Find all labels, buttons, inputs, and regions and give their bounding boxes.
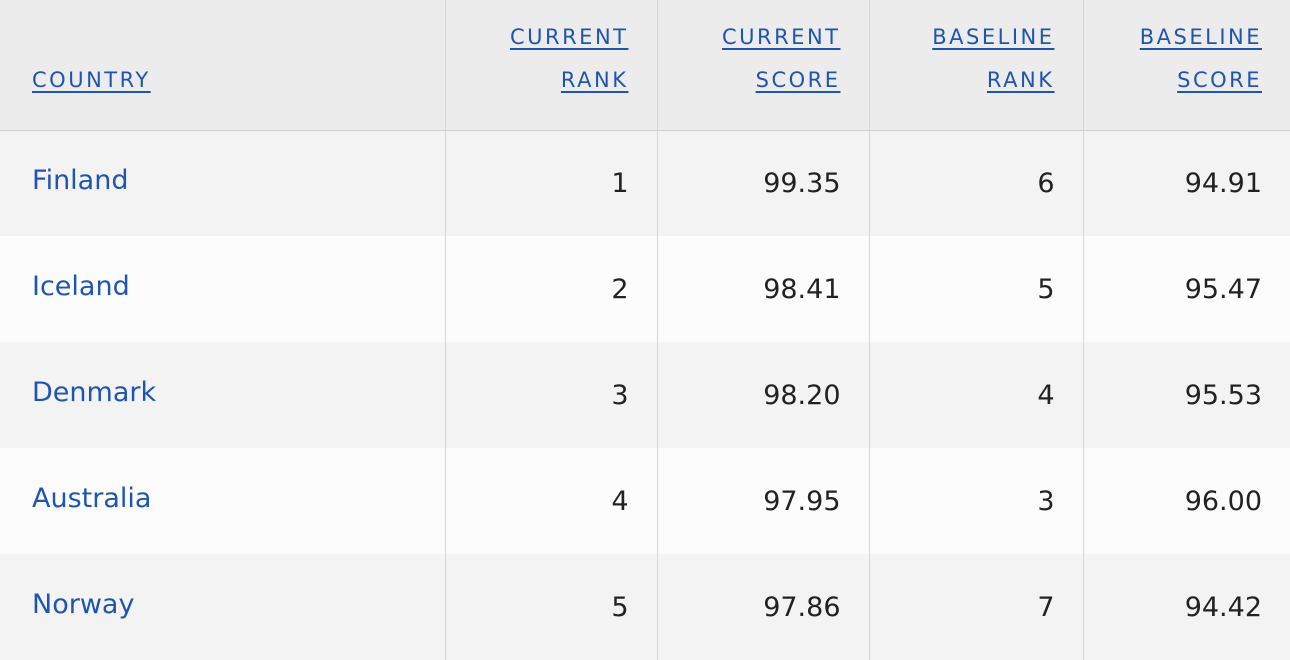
sort-link[interactable]: CURRENT SCORE	[721, 24, 841, 92]
table-row: Norway 5 97.86 7 94.42	[0, 554, 1290, 660]
value-cell: 4	[868, 342, 1083, 448]
table-body: Finland 1 99.35 6 94.91 Iceland 2 98.41 5 95.47 De…	[0, 130, 1290, 660]
country-link[interactable]: Norway	[32, 588, 135, 620]
value-cell: 4	[444, 448, 657, 554]
value-cell: 3	[444, 342, 657, 448]
sort-link[interactable]: COUNTRY	[32, 67, 151, 92]
value-cell: 94.91	[1082, 130, 1290, 236]
value-cell: 3	[868, 448, 1083, 554]
sort-link[interactable]: BASELINE RANK	[932, 24, 1055, 92]
table-row: Denmark 3 98.20 4 95.53	[0, 342, 1290, 448]
value-cell: 95.47	[1082, 236, 1290, 342]
value-cell: 95.53	[1082, 342, 1290, 448]
table-row: Iceland 2 98.41 5 95.47	[0, 236, 1290, 342]
country-cell: Denmark	[0, 342, 445, 448]
value-cell: 99.35	[656, 130, 869, 236]
table-row: Finland 1 99.35 6 94.91	[0, 130, 1290, 236]
value-cell: 6	[868, 130, 1083, 236]
country-link[interactable]: Finland	[32, 164, 129, 196]
table-header: COUNTRY CURRENT RANK CURRENT SCORE BASELINE…	[0, 0, 1290, 131]
value-cell: 98.20	[656, 342, 869, 448]
sort-link[interactable]: BASELINE SCORE	[1139, 24, 1262, 92]
header-cell: BASELINE SCORE	[1082, 0, 1290, 131]
country-link[interactable]: Australia	[32, 482, 152, 514]
header-row: COUNTRY CURRENT RANK CURRENT SCORE BASELINE…	[0, 0, 1290, 131]
table-row: Australia 4 97.95 3 96.00	[0, 448, 1290, 554]
country-cell: Norway	[0, 554, 445, 660]
country-cell: Iceland	[0, 236, 445, 342]
value-cell: 96.00	[1082, 448, 1290, 554]
value-cell: 97.86	[656, 554, 869, 660]
value-cell: 7	[868, 554, 1083, 660]
country-cell: Finland	[0, 130, 445, 236]
value-cell: 5	[444, 554, 657, 660]
country-link[interactable]: Denmark	[32, 376, 157, 408]
value-cell: 5	[868, 236, 1083, 342]
value-cell: 98.41	[656, 236, 869, 342]
sort-link[interactable]: CURRENT RANK	[509, 24, 629, 92]
value-cell: 1	[444, 130, 657, 236]
header-cell: COUNTRY	[0, 0, 445, 131]
country-cell: Australia	[0, 448, 445, 554]
value-cell: 2	[444, 236, 657, 342]
header-cell: CURRENT RANK	[444, 0, 657, 131]
value-cell: 97.95	[656, 448, 869, 554]
header-cell: BASELINE RANK	[868, 0, 1083, 131]
header-cell: CURRENT SCORE	[656, 0, 869, 131]
country-link[interactable]: Iceland	[32, 270, 130, 302]
value-cell: 94.42	[1082, 554, 1290, 660]
